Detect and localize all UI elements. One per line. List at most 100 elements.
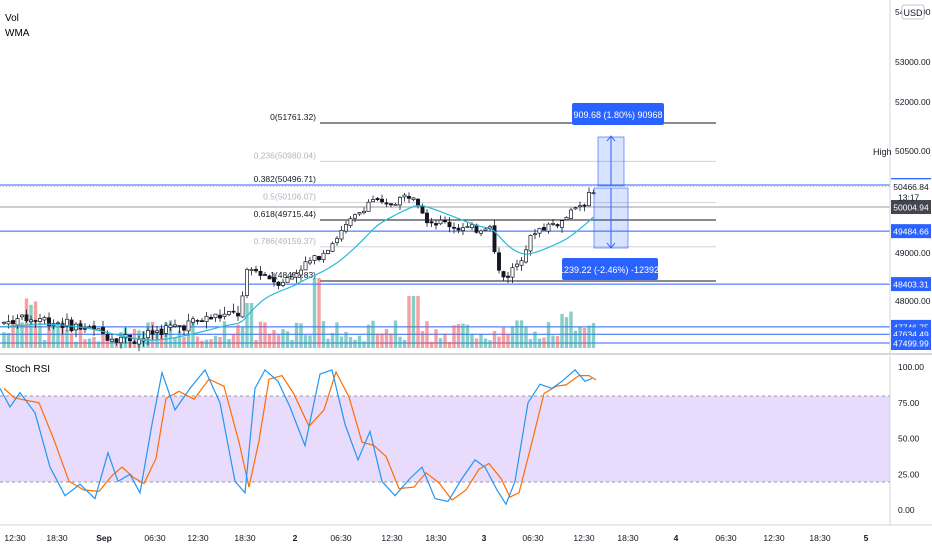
volume-bar bbox=[11, 320, 15, 348]
candle-body bbox=[200, 320, 204, 322]
candle-body bbox=[290, 276, 294, 280]
volume-bar bbox=[69, 333, 74, 348]
time-tick: 12:30 bbox=[573, 533, 595, 543]
volume-bar bbox=[470, 333, 474, 348]
volume-bar bbox=[29, 304, 33, 348]
candle-body bbox=[227, 311, 231, 315]
indicator-vol[interactable]: Vol bbox=[5, 13, 19, 24]
time-tick: 5 bbox=[864, 533, 869, 543]
volume-bar bbox=[51, 323, 56, 348]
candle-body bbox=[312, 255, 317, 261]
volume-bar bbox=[560, 313, 564, 348]
price-tag bbox=[891, 200, 931, 215]
volume-bar bbox=[501, 327, 506, 348]
candle-body bbox=[159, 328, 164, 335]
volume-bar bbox=[578, 326, 582, 348]
fib-level-label: 0.236(50980.04) bbox=[254, 150, 317, 160]
candle-body bbox=[2, 321, 6, 324]
fib-level-label: 0.5(50106.07) bbox=[263, 192, 316, 202]
candle-body bbox=[231, 310, 236, 313]
currency-badge[interactable]: USD bbox=[903, 8, 923, 18]
candle-body bbox=[294, 273, 299, 278]
candle-body bbox=[515, 263, 519, 267]
candle-body bbox=[308, 260, 312, 264]
candle-body bbox=[299, 269, 303, 276]
volume-bar bbox=[515, 320, 519, 348]
volume-bar bbox=[362, 341, 366, 348]
price-axis[interactable]: 54000.0053000.0052000.0050500.0049000.00… bbox=[873, 0, 931, 355]
stoch-rsi-pane[interactable]: Stoch RSI 100.00 75.00 50.00 25.00 0.00 bbox=[0, 356, 924, 525]
candle-body bbox=[15, 318, 20, 326]
indicator-stoch-rsi[interactable]: Stoch RSI bbox=[5, 364, 50, 375]
candle-body bbox=[119, 336, 123, 344]
volume-bar bbox=[474, 338, 479, 348]
candle-body bbox=[56, 322, 60, 325]
time-tick: 2 bbox=[293, 533, 298, 543]
candle-body bbox=[47, 317, 51, 326]
volume-bar bbox=[510, 326, 515, 348]
volume-bar bbox=[60, 320, 65, 348]
volume-bar bbox=[497, 336, 501, 348]
candle-body bbox=[24, 314, 29, 321]
volume-bar bbox=[411, 296, 416, 348]
volume-bar bbox=[56, 325, 60, 348]
candle-body bbox=[519, 260, 524, 266]
measure-up-label: 909.68 (1.80%) 90968 bbox=[573, 110, 662, 120]
time-tick: 18:30 bbox=[234, 533, 256, 543]
candle-body bbox=[222, 313, 227, 317]
candle-body bbox=[398, 196, 402, 206]
volume-bar bbox=[209, 339, 213, 348]
candle-body bbox=[533, 233, 537, 236]
volume-bar bbox=[573, 330, 578, 348]
candle-body bbox=[348, 218, 353, 226]
candle-body bbox=[173, 324, 177, 327]
volume-bar bbox=[245, 303, 249, 348]
volume-bar bbox=[479, 334, 483, 348]
time-tick: Sep bbox=[96, 533, 112, 543]
stoch-k-line bbox=[0, 368, 593, 506]
volume-bar bbox=[591, 323, 596, 348]
volume-bar bbox=[294, 322, 299, 348]
candle-body bbox=[137, 339, 141, 345]
time-axis[interactable]: 12:30 18:30 Sep 06:30 12:30 18:30 2 06:30 12:30 1… bbox=[0, 524, 932, 543]
candle-body bbox=[191, 318, 195, 323]
candle-body bbox=[546, 223, 551, 232]
candle-body bbox=[353, 214, 357, 219]
volume-bar bbox=[231, 334, 236, 348]
candle-body bbox=[339, 230, 344, 240]
volume-bar bbox=[20, 322, 24, 348]
volume-bar bbox=[546, 322, 551, 348]
price-tag bbox=[891, 179, 931, 194]
price-tag bbox=[891, 277, 931, 292]
measure-tool-down[interactable]: -1239.22 (-2.46%) -123922 bbox=[556, 187, 664, 280]
candle-body bbox=[321, 252, 326, 261]
price-tag-label: 49484.66 bbox=[893, 227, 929, 237]
volume-bar bbox=[425, 321, 429, 348]
volume-bar bbox=[335, 322, 339, 348]
candle-body bbox=[420, 205, 425, 214]
volume-bar bbox=[42, 340, 47, 348]
candle-body bbox=[303, 261, 308, 271]
price-tag-label: 47634.49 bbox=[893, 330, 929, 340]
measure-tool-up[interactable]: 909.68 (1.80%) 90968 bbox=[572, 103, 664, 187]
candle-body bbox=[506, 275, 510, 278]
candle-body bbox=[362, 210, 366, 214]
indicator-wma[interactable]: WMA bbox=[5, 28, 30, 39]
candle-body bbox=[209, 317, 213, 320]
time-axis-ticks: 12:30 18:30 Sep 06:30 12:30 18:30 2 06:30 12:30 1… bbox=[4, 533, 868, 543]
volume-bar bbox=[407, 296, 411, 348]
volume-bar bbox=[263, 322, 267, 348]
candle-body bbox=[582, 204, 587, 207]
candle-body bbox=[591, 192, 596, 195]
volume-bar bbox=[6, 332, 11, 348]
volume-bar bbox=[290, 340, 294, 348]
volume-bar bbox=[587, 325, 591, 348]
volume-bar bbox=[420, 331, 425, 348]
price-tick: 50500.00 bbox=[895, 146, 931, 156]
price-tag bbox=[891, 224, 931, 239]
volume-bar bbox=[218, 336, 222, 348]
candle-body bbox=[434, 223, 438, 226]
price-pane[interactable]: 0(51761.32) 0.236(50980.04) 0.382(50496.71… bbox=[0, 0, 890, 352]
time-tick: 06:30 bbox=[144, 533, 166, 543]
